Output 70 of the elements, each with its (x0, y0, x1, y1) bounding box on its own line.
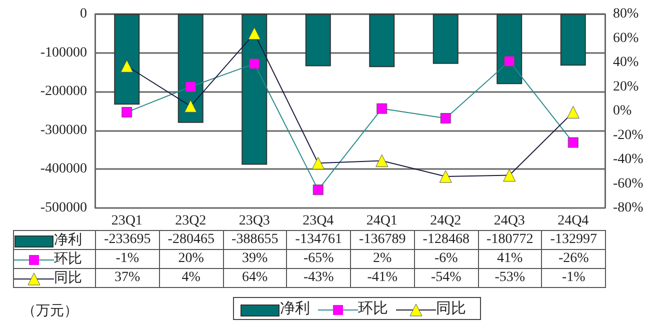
text: （万元） (22, 303, 78, 320)
data-label: -53% (478, 268, 542, 288)
point (503, 169, 516, 182)
x-tick-label: 24Q3 (494, 214, 525, 228)
point (568, 137, 578, 148)
point (312, 156, 324, 170)
x-tick-label: 24Q1 (366, 214, 398, 228)
data-label: -136789 (350, 230, 414, 250)
point (184, 100, 197, 112)
y2-tick-label: -40% (613, 152, 644, 167)
x-tick-label: 23Q3 (238, 214, 270, 228)
data-label: -6% (414, 250, 478, 268)
data-label: -134761 (286, 230, 350, 250)
point (312, 184, 324, 196)
y-tick-label: 0 (80, 6, 87, 22)
y-tick-label: -200000 (40, 84, 87, 100)
data-label: -41% (350, 268, 414, 288)
point (120, 60, 134, 72)
point (248, 27, 261, 40)
point (566, 106, 580, 118)
y-tick-label: -500000 (40, 200, 87, 216)
point (439, 170, 452, 183)
legend-label: 同比 (54, 271, 82, 286)
y2-tick-label: 60% (613, 30, 639, 46)
text: 同比 (436, 301, 466, 317)
data-label: 37% (96, 268, 160, 288)
data-label: -26% (542, 250, 606, 268)
data-label: -43% (286, 268, 350, 288)
y2-tick-label: 0% (613, 104, 632, 118)
data-label: -1% (96, 250, 160, 268)
data-label: -280465 (159, 230, 223, 250)
y2-tick-label: 80% (613, 6, 639, 22)
point (504, 56, 515, 67)
x-tick-label: 23Q2 (175, 214, 206, 228)
y-tick-label: -400000 (40, 162, 87, 177)
data-label: -132997 (542, 230, 606, 250)
data-label: -180772 (478, 230, 542, 250)
data-label: -388655 (223, 230, 287, 250)
data-label: 39% (223, 250, 287, 268)
y-tick-label: -100000 (40, 45, 87, 60)
data-label: -65% (286, 250, 350, 268)
y2-tick-label: -80% (613, 200, 644, 216)
legend-label: 净利 (54, 233, 82, 248)
y2-tick-label: 40% (613, 55, 639, 70)
data-label: 41% (478, 250, 542, 268)
data-label: -233695 (96, 230, 160, 250)
y2-tick-label: -20% (613, 128, 644, 143)
data-label: 20% (159, 250, 223, 268)
point (440, 113, 451, 124)
legend-label: 环比 (54, 252, 82, 267)
point (122, 106, 132, 118)
x-tick-label: 23Q1 (111, 214, 142, 228)
text: 净利 (280, 301, 310, 317)
data-label: 2% (350, 250, 414, 268)
x-tick-label: 23Q4 (302, 214, 334, 228)
point (376, 154, 388, 167)
data-label: -128468 (414, 230, 478, 250)
data-label: 4% (159, 268, 223, 288)
point (185, 82, 196, 92)
y-tick-label: -300000 (40, 122, 87, 138)
y2-tick-label: 20% (613, 79, 639, 94)
data-label: -54% (414, 268, 478, 288)
x-tick-label: 24Q2 (430, 214, 462, 228)
data-label: -1% (542, 268, 606, 288)
point (376, 103, 388, 114)
data-label: 64% (223, 268, 287, 288)
y2-tick-label: -60% (613, 176, 644, 192)
text: 环比 (358, 301, 388, 317)
point (249, 58, 260, 69)
x-tick-label: 24Q4 (558, 214, 589, 228)
